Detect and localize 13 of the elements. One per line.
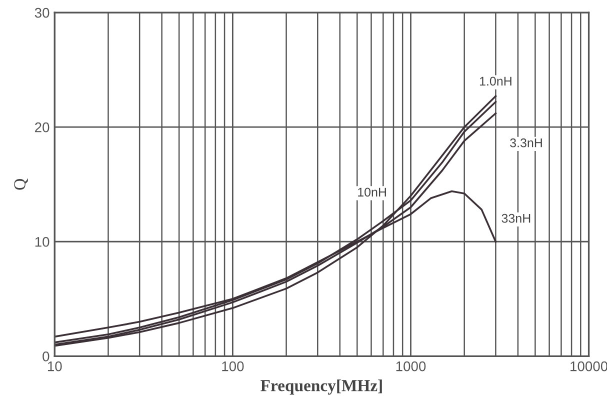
y-tick-label: 30 bbox=[34, 8, 50, 18]
x-tick-label: 1000 bbox=[396, 361, 426, 372]
series-label: 1.0nH bbox=[480, 76, 512, 86]
series-label: 33nH bbox=[502, 214, 530, 223]
series-label: 10nH bbox=[358, 188, 386, 197]
x-tick-label: 10 bbox=[48, 361, 62, 372]
y-tick-label: 0 bbox=[42, 351, 50, 362]
text: 3.3nH bbox=[510, 138, 542, 148]
y-tick-label: 10 bbox=[35, 236, 50, 247]
y-tick-label: 20 bbox=[35, 122, 50, 132]
x-axis-title: Frequency[MHz] bbox=[260, 380, 382, 395]
x-tick-label: 100 bbox=[222, 361, 244, 372]
y-axis-title: Q bbox=[14, 178, 28, 190]
